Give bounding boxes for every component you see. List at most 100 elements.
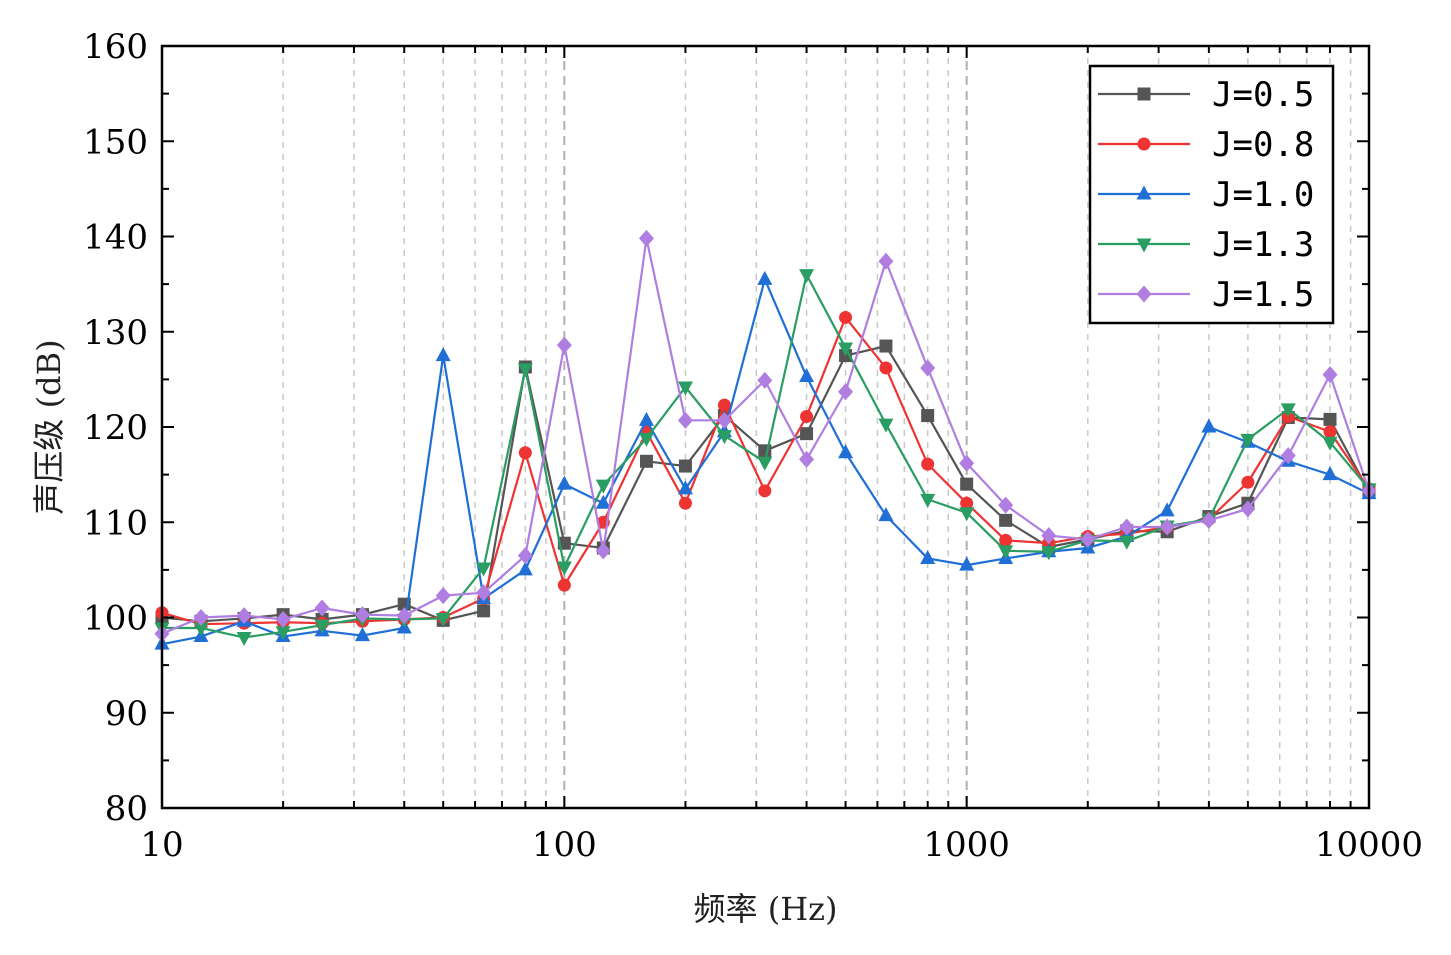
legend-marker — [1137, 87, 1151, 101]
data-point — [1323, 425, 1337, 439]
data-point — [839, 310, 853, 324]
series-J=1.5 — [154, 229, 1377, 643]
y-tick-label: 130 — [83, 313, 148, 353]
data-point — [1080, 530, 1096, 548]
axis-ticks — [161, 45, 1370, 809]
data-point — [678, 459, 692, 473]
data-point — [677, 411, 693, 429]
data-point — [878, 418, 894, 433]
data-point — [758, 484, 772, 498]
y-tick-label: 140 — [83, 218, 148, 258]
data-point — [959, 454, 975, 472]
data-point — [1240, 500, 1256, 518]
data-point — [396, 607, 412, 625]
grid-lines — [282, 46, 1352, 808]
data-point — [193, 622, 209, 637]
data-point — [716, 430, 732, 445]
data-point — [236, 632, 252, 647]
series-lines — [154, 229, 1377, 650]
data-point — [1322, 466, 1338, 481]
data-point — [1119, 535, 1135, 550]
data-point — [518, 446, 532, 460]
data-point — [838, 342, 854, 357]
data-point — [1119, 518, 1135, 536]
data-point — [757, 456, 773, 471]
data-point — [556, 475, 572, 490]
data-point — [1322, 366, 1338, 384]
y-tick-label: 110 — [83, 503, 148, 543]
data-point — [800, 410, 814, 424]
data-point — [757, 371, 773, 389]
data-point — [556, 561, 572, 576]
data-point — [1322, 436, 1338, 451]
data-point — [1323, 412, 1337, 426]
y-axis-title: 声压级 (dB) — [30, 339, 68, 514]
data-point — [998, 496, 1014, 514]
data-point — [838, 383, 854, 401]
data-point — [717, 398, 731, 412]
data-point — [799, 450, 815, 468]
data-point — [878, 252, 894, 270]
data-point — [959, 556, 975, 571]
legend-marker — [1136, 238, 1152, 253]
data-point — [960, 477, 974, 491]
data-point — [435, 612, 451, 627]
data-point — [799, 368, 815, 383]
x-axis-title: 频率 (Hz) — [694, 890, 838, 928]
y-tick-label: 120 — [83, 408, 148, 448]
data-point — [716, 411, 732, 429]
data-point — [236, 607, 252, 625]
data-point — [517, 547, 533, 565]
data-point — [314, 619, 330, 634]
data-point — [1041, 527, 1057, 545]
data-point — [1280, 447, 1296, 465]
data-point — [920, 359, 936, 377]
data-point — [677, 381, 693, 396]
data-point — [799, 269, 815, 284]
data-point — [435, 587, 451, 605]
data-point — [1201, 418, 1217, 433]
data-point — [517, 561, 533, 576]
y-tick-labels: 80 90 100 110 120 130 140 150 160 — [83, 27, 148, 829]
data-point — [678, 496, 692, 510]
data-point — [476, 562, 492, 577]
legend-item: J=0.8 — [1098, 125, 1314, 165]
x-tick-label: 1000 — [923, 825, 1010, 865]
y-tick-label: 100 — [83, 599, 148, 639]
data-point — [677, 480, 693, 495]
data-point — [920, 549, 936, 564]
data-point — [557, 578, 571, 592]
data-point — [354, 606, 370, 624]
data-point — [595, 479, 611, 494]
legend-item: J=1.3 — [1098, 225, 1314, 265]
data-point — [354, 627, 370, 642]
x-tick-label: 10 — [140, 825, 183, 865]
data-point — [800, 427, 814, 441]
data-point — [517, 363, 533, 378]
x-tick-label: 100 — [532, 825, 597, 865]
data-point — [1280, 403, 1296, 418]
data-point — [435, 347, 451, 362]
legend-item: J=1.0 — [1098, 175, 1314, 215]
data-point — [1159, 502, 1175, 517]
data-point — [921, 409, 935, 423]
legend: J=0.5 J=0.8 J=1.0 J=1.3 J=1.5 — [1088, 64, 1335, 325]
data-point — [921, 457, 935, 471]
data-point — [638, 229, 654, 247]
data-point — [879, 339, 893, 353]
legend-label: J=1.5 — [1212, 275, 1314, 315]
y-tick-label: 160 — [83, 27, 148, 67]
x-tick-label: 10000 — [1315, 825, 1423, 865]
data-point — [1241, 475, 1255, 489]
data-point — [639, 454, 653, 468]
legend-marker — [1136, 285, 1152, 303]
data-point — [556, 336, 572, 354]
data-point — [193, 609, 209, 626]
data-point — [1041, 546, 1057, 561]
data-point — [999, 513, 1013, 527]
data-point — [1201, 511, 1217, 529]
series-J=0.8 — [155, 310, 1376, 631]
x-tick-labels: 10 100 1000 10000 — [140, 825, 1423, 865]
